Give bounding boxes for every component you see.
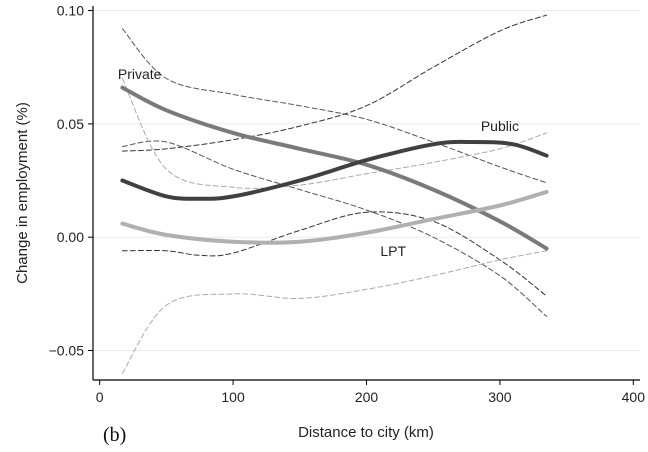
series-label-private: Private xyxy=(118,66,162,82)
series-line-public xyxy=(120,139,549,201)
series-lines xyxy=(120,14,549,374)
gridlines xyxy=(93,10,640,352)
x-tick-label-1: 100 xyxy=(221,389,245,405)
axes xyxy=(92,6,640,381)
panel-label: (b) xyxy=(103,424,126,446)
y-tick-label-0: −0.05 xyxy=(49,343,85,359)
ticks: −0.05 0.00 0.05 0.10 0 100 200 300 400 xyxy=(49,3,646,405)
confidence-band-line-3 xyxy=(121,28,548,184)
series-line-lpt xyxy=(120,189,549,245)
series-line-private xyxy=(120,85,549,251)
confidence-band-line-6 xyxy=(121,211,548,297)
series-label-lpt: LPT xyxy=(380,243,406,259)
confidence-band-line-8 xyxy=(121,250,548,374)
x-tick-label-3: 300 xyxy=(488,389,512,405)
x-tick-label-2: 200 xyxy=(355,389,379,405)
confidence-band-line-4 xyxy=(121,140,548,317)
series-label-public: Public xyxy=(481,118,519,134)
y-tick-label-3: 0.10 xyxy=(57,3,84,19)
x-tick-label-0: 0 xyxy=(96,389,104,405)
y-axis-title: Change in employment (%) xyxy=(14,102,31,284)
annotations: Private Public LPT xyxy=(118,66,519,259)
x-axis-title: Distance to city (km) xyxy=(298,424,434,441)
y-tick-label-1: 0.00 xyxy=(57,229,84,245)
x-tick-label-4: 400 xyxy=(622,389,646,405)
confidence-band-line-7 xyxy=(121,78,548,189)
y-tick-label-2: 0.05 xyxy=(57,116,84,132)
